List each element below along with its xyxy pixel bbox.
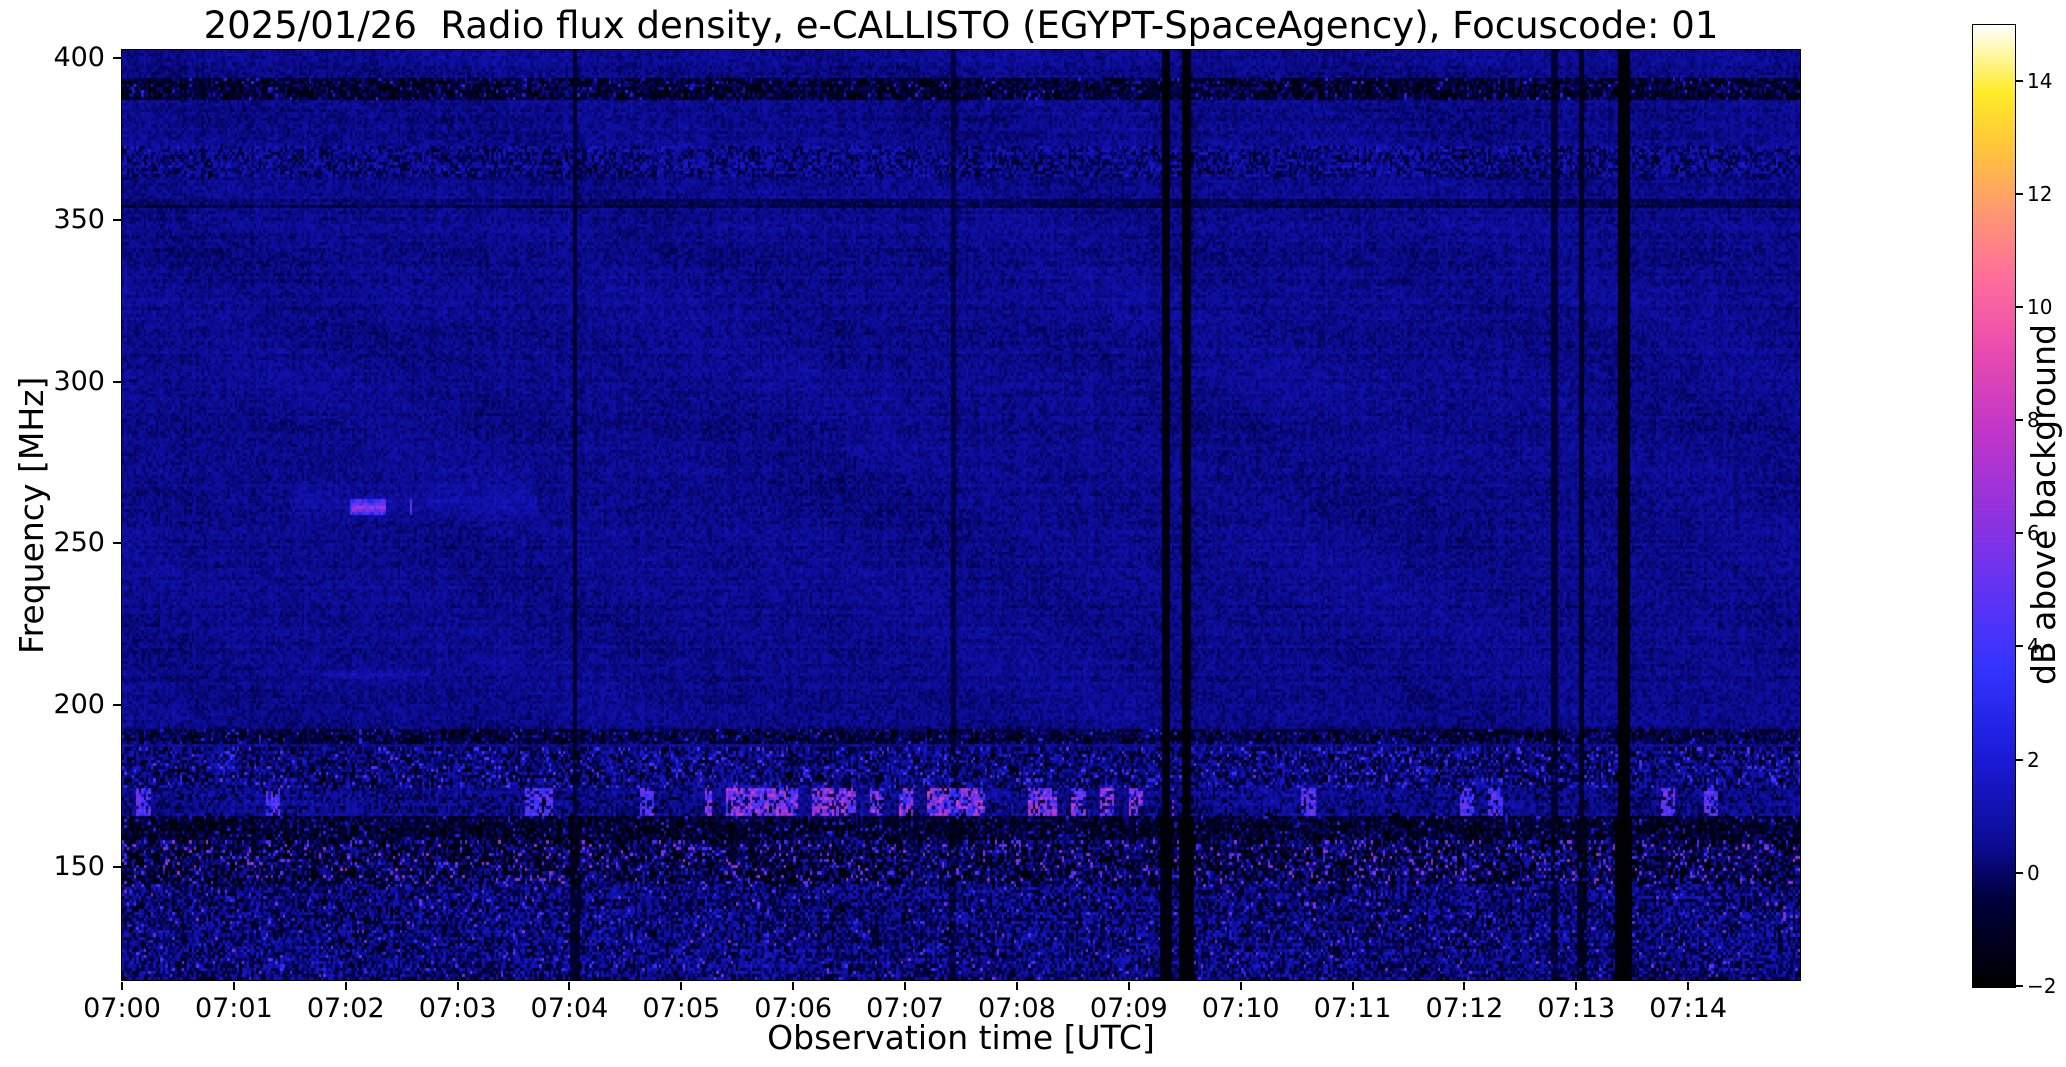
x-tick-label: 07:13 [1537, 993, 1616, 1024]
x-tick-mark [1015, 981, 1018, 990]
chart-title: 2025/01/26 Radio flux density, e-CALLIST… [203, 4, 1719, 47]
colorbar-tick-mark [2016, 645, 2023, 648]
y-tick-mark [112, 704, 121, 707]
x-tick-mark [904, 981, 907, 990]
x-tick-mark [1575, 981, 1578, 990]
colorbar-tick-mark [2016, 305, 2023, 308]
colorbar-tick-label: 10 [2027, 294, 2053, 319]
y-tick-label: 400 [53, 42, 105, 74]
x-tick-mark [1351, 981, 1354, 990]
y-tick-mark [112, 218, 121, 221]
x-tick-mark [344, 981, 347, 990]
x-tick-label: 07:09 [1089, 993, 1168, 1024]
x-tick-label: 07:11 [1313, 993, 1392, 1024]
colorbar-tick-label: 8 [2027, 408, 2040, 433]
x-tick-label: 07:08 [978, 993, 1056, 1024]
x-tick-label: 07:10 [1201, 993, 1280, 1024]
y-tick-label: 300 [53, 365, 105, 397]
spectrogram-canvas [122, 50, 1800, 980]
colorbar-tick-mark [2016, 192, 2023, 195]
y-tick-mark [112, 542, 121, 545]
colorbar-tick-mark [2016, 532, 2023, 535]
y-tick-label: 200 [53, 689, 105, 721]
colorbar-tick-mark [2016, 985, 2023, 987]
colorbar-tick-mark [2016, 871, 2023, 874]
x-tick-label: 07:04 [530, 993, 609, 1024]
colorbar-tick-mark [2016, 419, 2023, 422]
colorbar-tick-label: 2 [2027, 747, 2040, 772]
y-tick-label: 250 [53, 527, 105, 559]
colorbar-tick-label: −2 [2027, 974, 2057, 998]
colorbar-tick-label: 12 [2027, 181, 2053, 206]
x-tick-mark [568, 981, 571, 990]
x-tick-mark [121, 981, 123, 990]
x-tick-label: 07:02 [306, 993, 385, 1024]
x-tick-label: 07:07 [866, 993, 944, 1024]
x-tick-label: 07:06 [754, 993, 833, 1024]
x-axis-label: Observation time [UTC] [767, 1018, 1155, 1057]
colorbar-label: dB above background [2024, 324, 2063, 686]
colorbar-tick-label: 0 [2027, 860, 2040, 885]
x-tick-mark [792, 981, 795, 990]
x-tick-mark [232, 981, 235, 990]
y-tick-label: 350 [53, 203, 105, 235]
y-tick-mark [112, 380, 121, 383]
colorbar-tick-label: 4 [2027, 634, 2040, 659]
x-tick-label: 07:05 [642, 993, 721, 1024]
y-axis-label: Frequency [MHz] [12, 376, 51, 654]
x-tick-label: 07:14 [1649, 993, 1728, 1024]
x-tick-mark [1127, 981, 1130, 990]
colorbar-tick-mark [2016, 758, 2023, 761]
colorbar-tick-mark [2016, 79, 2023, 82]
x-tick-label: 07:12 [1425, 993, 1504, 1024]
x-tick-label: 07:00 [83, 993, 161, 1024]
y-tick-mark [112, 57, 121, 60]
x-tick-mark [456, 981, 459, 990]
x-tick-mark [1239, 981, 1242, 990]
x-tick-mark [1687, 981, 1690, 990]
y-tick-label: 150 [53, 850, 105, 882]
x-tick-mark [1463, 981, 1466, 990]
x-tick-label: 07:01 [194, 993, 273, 1024]
colorbar [1972, 24, 2016, 988]
x-tick-mark [680, 981, 683, 990]
colorbar-tick-label: 14 [2027, 68, 2053, 93]
y-tick-mark [112, 865, 121, 868]
colorbar-tick-label: 6 [2027, 521, 2040, 546]
x-tick-label: 07:03 [418, 993, 497, 1024]
